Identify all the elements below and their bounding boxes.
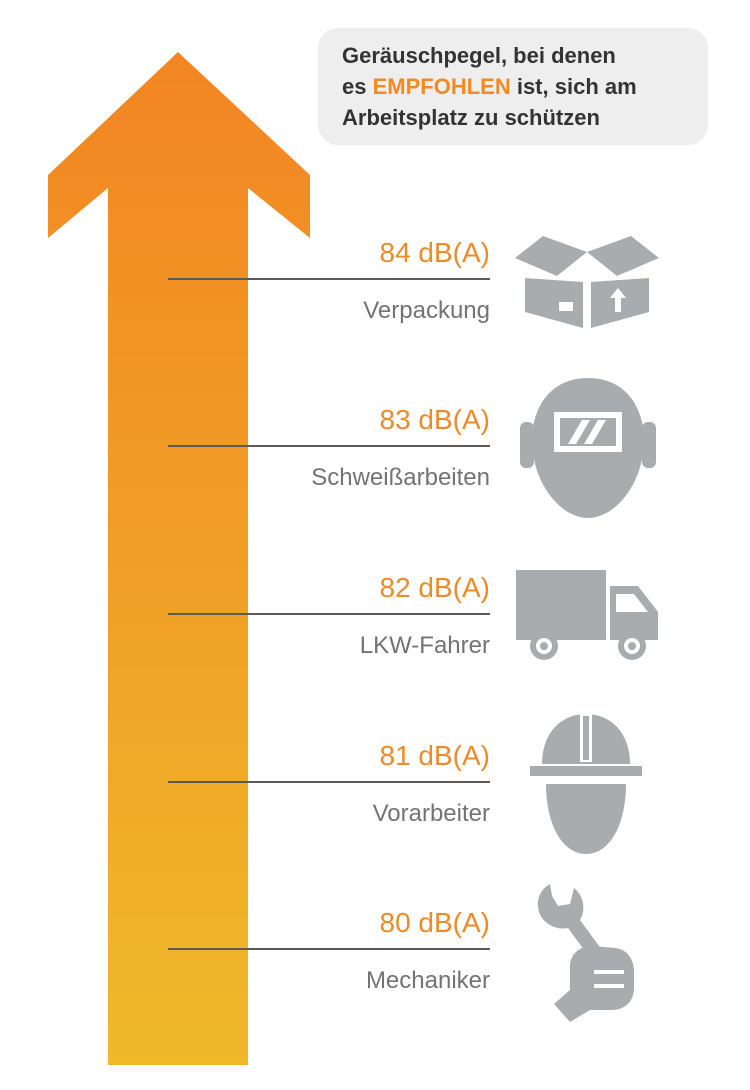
job-label: Schweißarbeiten: [311, 464, 490, 491]
db-value: 80 dB(A): [379, 907, 491, 938]
truck-icon: [516, 570, 658, 660]
db-value: 84 dB(A): [379, 237, 491, 268]
title-box: Geräuschpegel, bei denen es EMPFOHLEN is…: [318, 28, 708, 145]
level-rule: [168, 445, 490, 447]
title-line-3: Arbeitsplatz zu schützen: [342, 105, 600, 130]
level-row-81: 81 dB(A) Vorarbeiter: [168, 739, 490, 859]
job-label: Verpackung: [363, 297, 490, 324]
title-line-1: Geräuschpegel, bei denen: [342, 43, 616, 68]
db-value: 82 dB(A): [379, 572, 491, 603]
title-line-2: es EMPFOHLEN ist, sich am: [342, 71, 692, 102]
hard-hat-worker-icon: [530, 712, 642, 854]
title-line-2-suffix: ist, sich am: [510, 74, 637, 99]
level-rule: [168, 781, 490, 783]
job-label: Vorarbeiter: [372, 800, 490, 827]
job-label: LKW-Fahrer: [359, 632, 490, 659]
level-row-83: 83 dB(A) Schweißarbeiten: [168, 403, 490, 523]
db-value: 83 dB(A): [379, 404, 491, 435]
title-highlight: EMPFOHLEN: [372, 74, 511, 99]
level-row-84: 84 dB(A) Verpackung: [168, 236, 490, 356]
box-icon: [515, 236, 659, 328]
job-label: Mechaniker: [365, 967, 490, 994]
welding-mask-icon: [520, 378, 656, 518]
level-rule: [168, 948, 490, 950]
level-rule: [168, 613, 490, 615]
title-line-2-prefix: es: [342, 74, 373, 99]
level-rule: [168, 278, 490, 280]
db-value: 81 dB(A): [379, 740, 491, 771]
level-row-82: 82 dB(A) LKW-Fahrer: [168, 571, 490, 691]
level-row-80: 80 dB(A) Mechaniker: [168, 906, 490, 1026]
wrench-hand-icon: [537, 884, 634, 1022]
